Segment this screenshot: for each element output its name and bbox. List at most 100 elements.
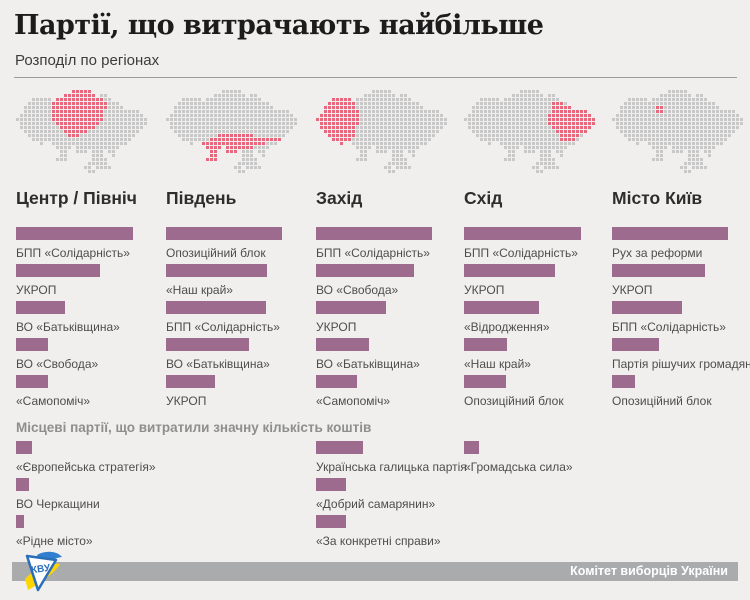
party-label: «Самопоміч» xyxy=(316,394,391,408)
footer-credit: Комітет виборців України xyxy=(570,564,728,578)
spending-bar xyxy=(612,375,635,388)
region-title: Схід xyxy=(464,188,503,208)
spending-bar xyxy=(612,301,682,314)
spending-bar xyxy=(464,375,506,388)
spending-bar xyxy=(464,441,479,454)
party-item: БПП «Солідарність» xyxy=(612,301,750,334)
region-title: Південь xyxy=(166,188,237,208)
party-label: УКРОП xyxy=(166,394,207,408)
party-label: УКРОП xyxy=(612,283,653,297)
spending-bar xyxy=(16,515,24,528)
party-label: УКРОП xyxy=(316,320,357,334)
kvu-logo: КВУ xyxy=(25,551,62,592)
party-label: ВО «Батьківщина» xyxy=(16,320,120,334)
party-item: ВО «Батьківщина» xyxy=(166,338,308,371)
party-item: Опозиційний блок xyxy=(612,375,750,408)
party-label: «Наш край» xyxy=(464,357,531,371)
party-list: Рух за реформи УКРОП БПП «Солідарність» … xyxy=(612,227,750,408)
party-label: БПП «Солідарність» xyxy=(464,246,578,260)
spending-bar xyxy=(16,478,29,491)
party-item: ВО «Батьківщина» xyxy=(316,338,458,371)
party-label: БПП «Солідарність» xyxy=(166,320,280,334)
party-item: ВО «Свобода» xyxy=(316,264,458,297)
party-list: БПП «Солідарність» УКРОП «Відродження» «… xyxy=(464,227,606,408)
spending-bar xyxy=(316,227,432,240)
region-column: Місто Київ Рух за реформи УКРОП БПП «Сол… xyxy=(612,90,750,412)
region-column: Захід БПП «Солідарність» ВО «Свобода» УК… xyxy=(316,90,458,412)
party-item: Опозиційний блок xyxy=(166,227,308,260)
logo-triangle xyxy=(25,554,58,592)
party-item: УКРОП xyxy=(612,264,750,297)
party-item: Українська галицька партія xyxy=(316,441,536,474)
spending-bar xyxy=(16,338,48,351)
local-parties-heading: Місцеві партії, що витратили значну кіль… xyxy=(16,420,372,435)
map-kyiv-city xyxy=(612,90,743,173)
party-item: ВО «Батьківщина» xyxy=(16,301,158,334)
local-party-group: Українська галицька партія «Добрий самар… xyxy=(316,441,536,552)
spending-bar xyxy=(166,264,267,277)
party-item: «Наш край» xyxy=(166,264,308,297)
party-label: ВО Черкащини xyxy=(16,497,100,511)
party-label: Партія рішучих громадян xyxy=(612,357,750,371)
party-item: УКРОП xyxy=(16,264,158,297)
spending-bar xyxy=(612,338,659,351)
party-label: «За конкретні справи» xyxy=(316,534,441,548)
party-label: «Громадська сила» xyxy=(464,460,573,474)
party-item: УКРОП xyxy=(464,264,606,297)
party-item: «Наш край» xyxy=(464,338,606,371)
party-item: БПП «Солідарність» xyxy=(16,227,158,260)
party-item: БПП «Солідарність» xyxy=(464,227,606,260)
spending-bar xyxy=(16,441,32,454)
region-column: Схід БПП «Солідарність» УКРОП «Відроджен… xyxy=(464,90,606,412)
party-item: «Рідне місто» xyxy=(16,515,236,548)
region-title: Захід xyxy=(316,188,363,208)
region-title: Місто Київ xyxy=(612,188,703,208)
party-item: Рух за реформи xyxy=(612,227,750,260)
party-label: «Європейська стратегія» xyxy=(16,460,156,474)
spending-bar xyxy=(612,227,728,240)
spending-bar xyxy=(16,375,48,388)
spending-bar xyxy=(166,227,282,240)
party-label: БПП «Солідарність» xyxy=(16,246,130,260)
party-item: УКРОП xyxy=(166,375,308,408)
party-list: БПП «Солідарність» ВО «Свобода» УКРОП ВО… xyxy=(316,227,458,408)
party-item: ВО «Свобода» xyxy=(16,338,158,371)
region-title: Центр / Північ xyxy=(16,188,137,208)
party-item: БПП «Солідарність» xyxy=(166,301,308,334)
spending-bar xyxy=(16,264,100,277)
spending-bar xyxy=(16,301,65,314)
party-label: Українська галицька партія xyxy=(316,460,467,474)
spending-bar xyxy=(316,301,386,314)
party-list: Опозиційний блок «Наш край» БПП «Солідар… xyxy=(166,227,308,408)
party-item: Опозиційний блок xyxy=(464,375,606,408)
party-item: БПП «Солідарність» xyxy=(316,227,458,260)
local-party-group: «Громадська сила» xyxy=(464,441,684,478)
party-label: «Самопоміч» xyxy=(16,394,91,408)
party-label: Опозиційний блок xyxy=(612,394,712,408)
footer-band: Комітет виборців України xyxy=(12,562,738,581)
party-label: «Рідне місто» xyxy=(16,534,93,548)
party-list: БПП «Солідарність» УКРОП ВО «Батьківщина… xyxy=(16,227,158,408)
logo-kvu-text: КВУ xyxy=(30,563,51,577)
party-label: «Відродження» xyxy=(464,320,550,334)
party-item: «Самопоміч» xyxy=(16,375,158,408)
spending-bar xyxy=(464,301,539,314)
local-party-group: «Європейська стратегія» ВО Черкащини «Рі… xyxy=(16,441,236,552)
spending-bar xyxy=(166,375,215,388)
map-east xyxy=(464,90,595,173)
page-subtitle: Розподіл по регіонах xyxy=(15,52,160,69)
party-label: ВО «Батьківщина» xyxy=(166,357,270,371)
map-center-north xyxy=(16,90,147,173)
party-item: «Добрий самарянин» xyxy=(316,478,536,511)
header-divider xyxy=(14,77,737,78)
spending-bar xyxy=(464,227,581,240)
party-label: Опозиційний блок xyxy=(166,246,266,260)
spending-bar xyxy=(464,338,507,351)
spending-bar xyxy=(316,515,346,528)
party-item: ВО Черкащини xyxy=(16,478,236,511)
spending-bar xyxy=(316,441,363,454)
party-item: «Самопоміч» xyxy=(316,375,458,408)
party-label: УКРОП xyxy=(464,283,505,297)
map-south xyxy=(166,90,297,173)
party-label: ВО «Батьківщина» xyxy=(316,357,420,371)
